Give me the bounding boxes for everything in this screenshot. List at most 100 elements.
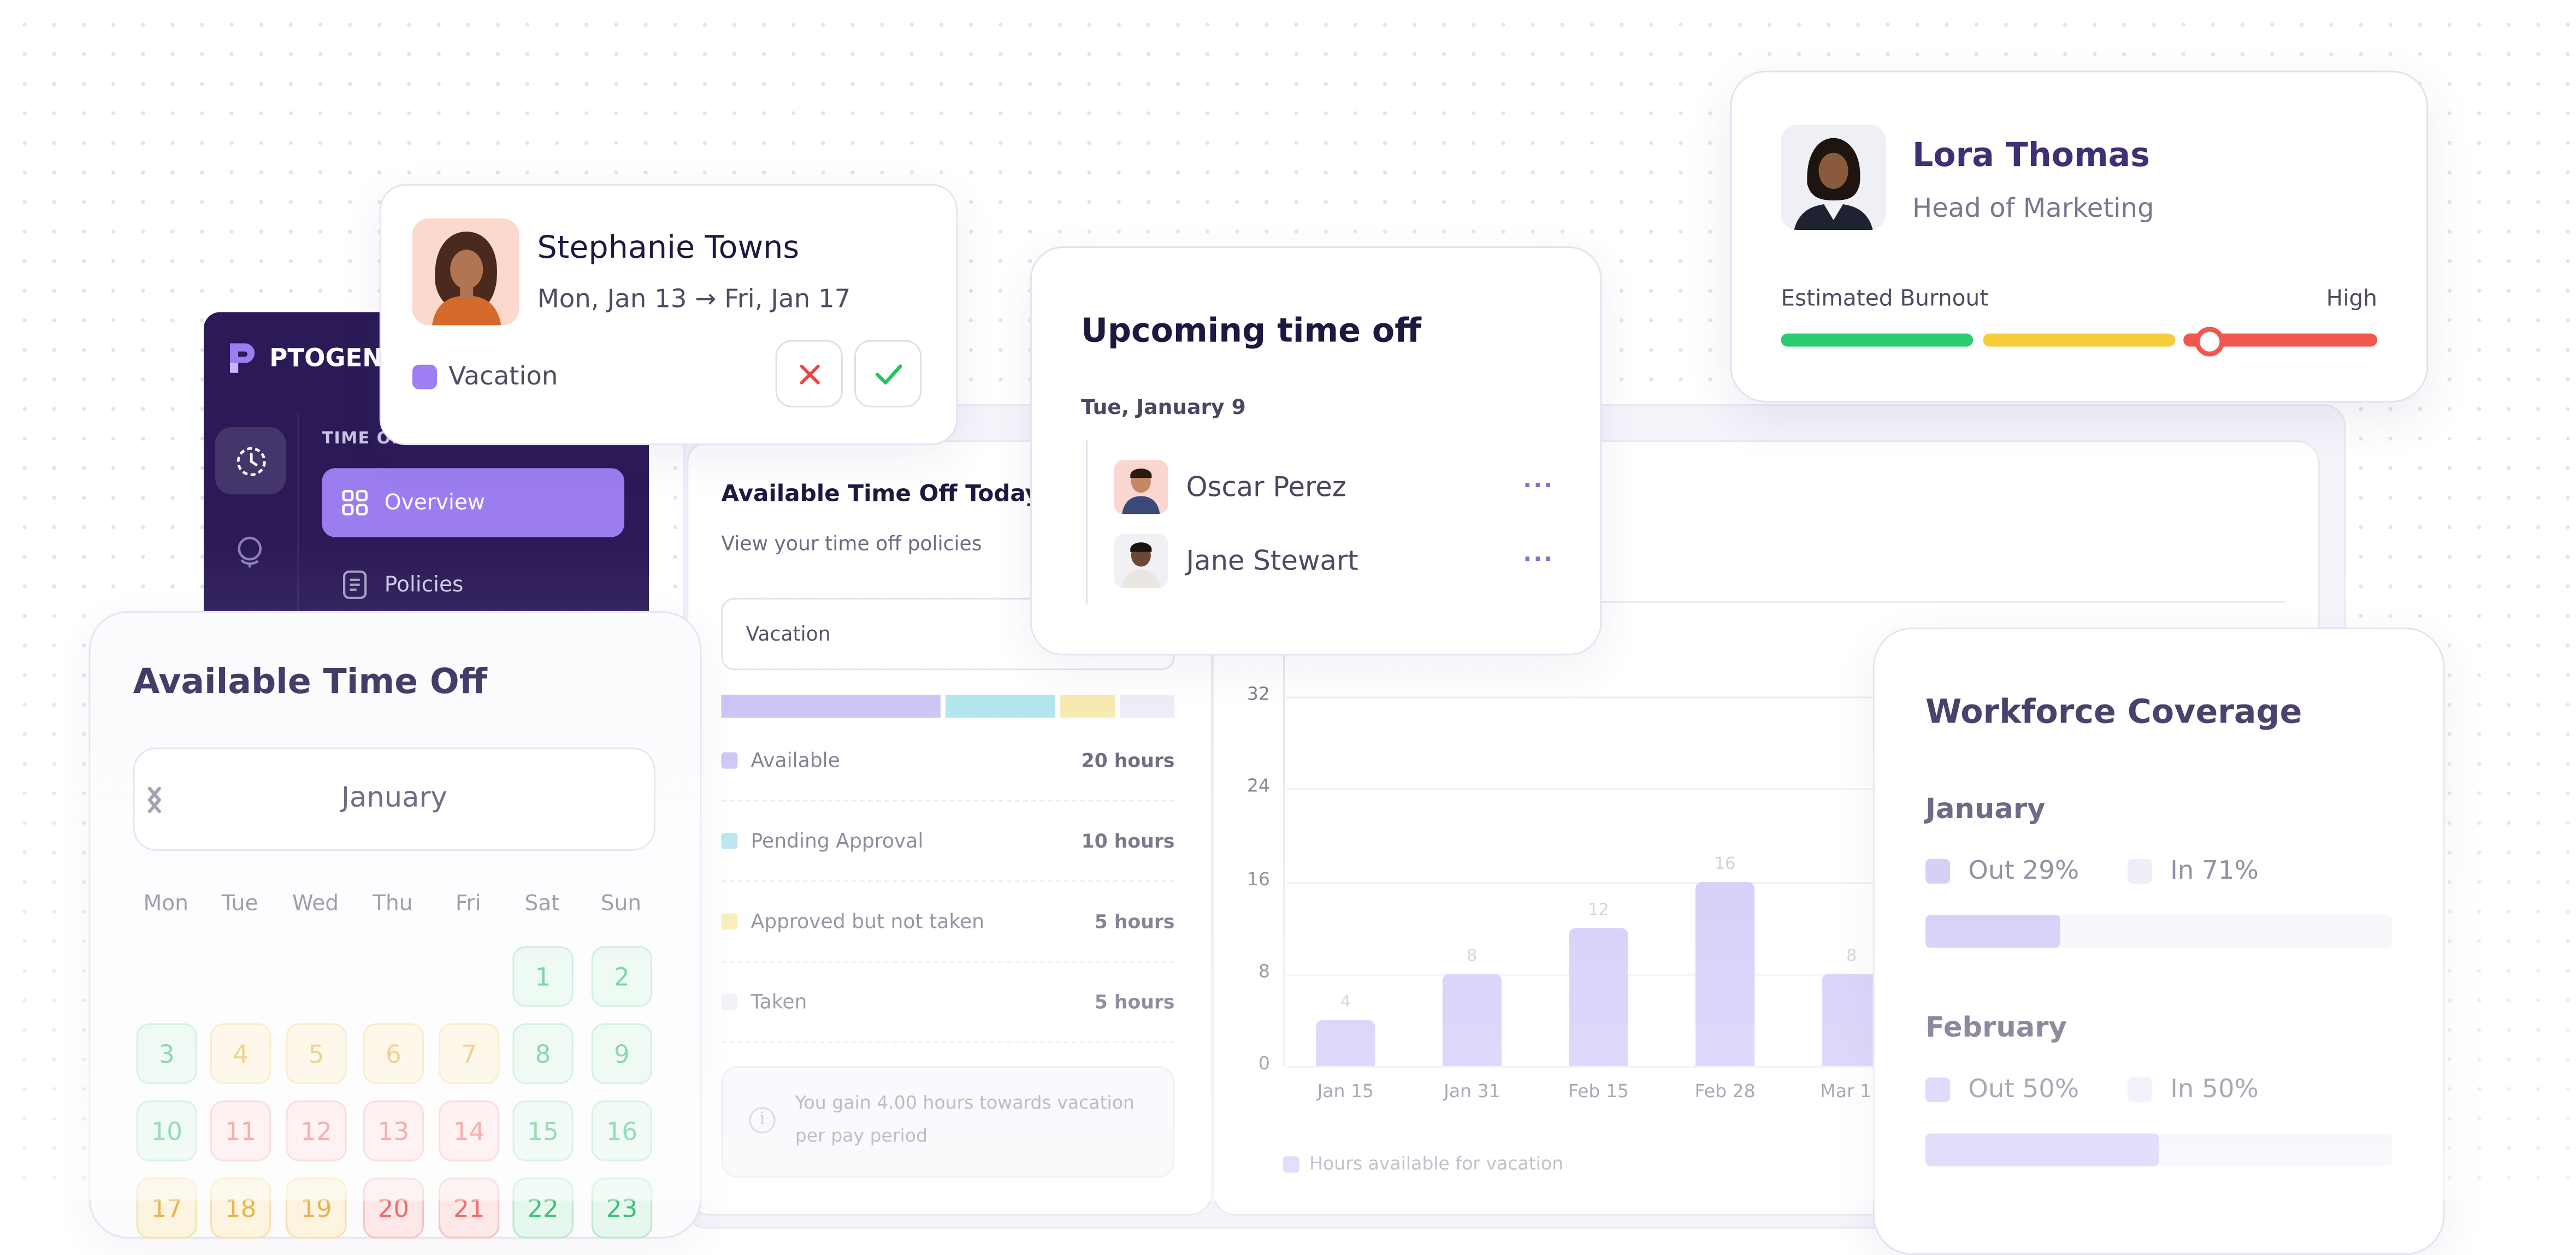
chart-legend: Hours available for vacation: [1283, 1153, 1564, 1175]
breakdown-swatch: [721, 993, 738, 1010]
calendar-day[interactable]: 21: [439, 1177, 500, 1239]
calendar-day[interactable]: 23: [591, 1177, 653, 1239]
grid-icon: [342, 489, 368, 516]
chart-bar[interactable]: [1695, 881, 1755, 1066]
month-switcher: January: [133, 747, 656, 851]
breakdown-label: Available: [751, 749, 840, 772]
accrual-info-box: i You gain 4.00 hours towards vacation p…: [721, 1065, 1175, 1178]
burnout-segment: [1781, 333, 1974, 347]
panel-title: Available Time Off Today: [721, 481, 1041, 508]
accrual-info-text: You gain 4.00 hours towards vacation per…: [795, 1092, 1135, 1147]
more-options-icon[interactable]: ···: [1523, 473, 1555, 500]
stack-segment: [1060, 695, 1115, 718]
breakdown-label: Approved but not taken: [751, 910, 985, 933]
calendar-day[interactable]: 17: [136, 1177, 197, 1239]
requester-name: Stephanie Towns: [537, 230, 800, 267]
calendar-day[interactable]: 13: [363, 1100, 424, 1162]
calendar-day[interactable]: 14: [439, 1100, 500, 1162]
avatar: [412, 218, 519, 325]
stack-segment: [721, 695, 941, 718]
calendar-day[interactable]: 5: [286, 1023, 347, 1085]
calendar-day[interactable]: 2: [591, 946, 653, 1007]
weekday-label: Mon: [143, 892, 188, 917]
sidebar-item-overview[interactable]: Overview: [322, 468, 624, 537]
burnout-label: Estimated Burnout: [1781, 286, 1989, 312]
calendar-day[interactable]: 12: [286, 1100, 347, 1162]
leave-type-swatch: [412, 364, 438, 389]
employee-burnout-card: Lora Thomas Head of Marketing Estimated …: [1730, 70, 2429, 402]
in-swatch: [2127, 1076, 2153, 1102]
calendar-day[interactable]: 15: [512, 1100, 574, 1162]
coverage-month: January: [1925, 793, 2046, 826]
calendar-day[interactable]: 19: [286, 1177, 347, 1239]
x-tick-label: Jan 31: [1444, 1081, 1500, 1103]
person-name: Oscar Perez: [1186, 470, 1346, 502]
data-label: 12: [1588, 901, 1609, 920]
coverage-bar: [1925, 1133, 2392, 1167]
chart-bar[interactable]: [1316, 1020, 1375, 1066]
breakdown-label: Taken: [751, 990, 807, 1014]
calendar-day[interactable]: 11: [210, 1100, 271, 1162]
breakdown-swatch: [721, 913, 738, 930]
calendar-day[interactable]: 16: [591, 1100, 653, 1162]
y-tick-label: 8: [1258, 960, 1270, 982]
calendar-day[interactable]: 4: [210, 1023, 271, 1085]
request-dates: Mon, Jan 13 → Fri, Jan 17: [537, 284, 851, 314]
chart-bar[interactable]: [1822, 973, 1881, 1066]
data-label: 8: [1467, 947, 1478, 966]
coverage-in-legend: In 71%: [2127, 856, 2259, 886]
list-item[interactable]: Jane Stewart ···: [1114, 532, 1554, 588]
upcoming-date: Tue, January 9: [1081, 394, 1246, 419]
sidebar-item-policies[interactable]: Policies: [322, 555, 624, 614]
clock-icon[interactable]: [215, 427, 286, 495]
legend-swatch: [1283, 1155, 1300, 1172]
breakdown-label: Pending Approval: [751, 829, 924, 853]
chart-bar[interactable]: [1442, 973, 1502, 1066]
chart-bar[interactable]: [1569, 927, 1628, 1066]
breakdown-swatch: [721, 752, 738, 769]
calendar-day[interactable]: 20: [363, 1177, 424, 1239]
y-tick-label: 24: [1246, 776, 1270, 797]
calendar-day[interactable]: 8: [512, 1023, 574, 1085]
calendar-day[interactable]: 6: [363, 1023, 424, 1085]
burnout-indicator: [2195, 327, 2225, 357]
out-label: Out 29%: [1968, 856, 2079, 886]
hours-stacked-bar: [721, 695, 1175, 718]
globe-icon[interactable]: [215, 517, 286, 584]
brand-name: PTOGEN: [269, 343, 383, 373]
calendar-day[interactable]: 7: [439, 1023, 500, 1085]
check-icon: [875, 363, 902, 384]
calendar-day[interactable]: 10: [136, 1100, 197, 1162]
breakdown-value: 5 hours: [1094, 910, 1175, 933]
weekday-label: Fri: [455, 892, 481, 917]
list-item[interactable]: Oscar Perez ···: [1114, 458, 1554, 514]
y-axis-line: [1283, 655, 1285, 1066]
brand[interactable]: PTOGEN: [227, 340, 383, 376]
ptogen-logo: [230, 343, 255, 373]
reject-button[interactable]: [775, 340, 843, 407]
sidebar-item-label: Overview: [384, 490, 485, 515]
calendar-day[interactable]: 3: [136, 1023, 197, 1085]
breakdown-row: Taken 5 hours: [721, 963, 1175, 1043]
legend-label: Hours available for vacation: [1309, 1153, 1564, 1175]
avatar: [1114, 532, 1168, 588]
breakdown-row: Pending Approval 10 hours: [721, 802, 1175, 883]
breakdown-row: Approved but not taken 5 hours: [721, 882, 1175, 963]
icon-rail: [204, 413, 299, 624]
y-tick-label: 0: [1258, 1052, 1270, 1075]
approve-button[interactable]: [854, 340, 922, 407]
coverage-bar-fill: [1925, 915, 2061, 948]
calendar-day[interactable]: 18: [210, 1177, 271, 1239]
calendar-day[interactable]: 22: [512, 1177, 574, 1239]
month-label: January: [341, 782, 447, 815]
weekday-label: Sun: [600, 892, 642, 917]
stack-segment: [945, 695, 1055, 718]
calendar-day[interactable]: 9: [591, 1023, 653, 1085]
more-options-icon[interactable]: ···: [1523, 547, 1555, 573]
chevron-right-icon[interactable]: [135, 780, 174, 820]
document-icon: [342, 570, 368, 600]
in-swatch: [2127, 858, 2153, 883]
in-label: In 71%: [2170, 856, 2259, 886]
workforce-coverage-card: Workforce Coverage January Out 29% In 71% F…: [1872, 627, 2445, 1255]
calendar-day[interactable]: 1: [512, 946, 574, 1007]
